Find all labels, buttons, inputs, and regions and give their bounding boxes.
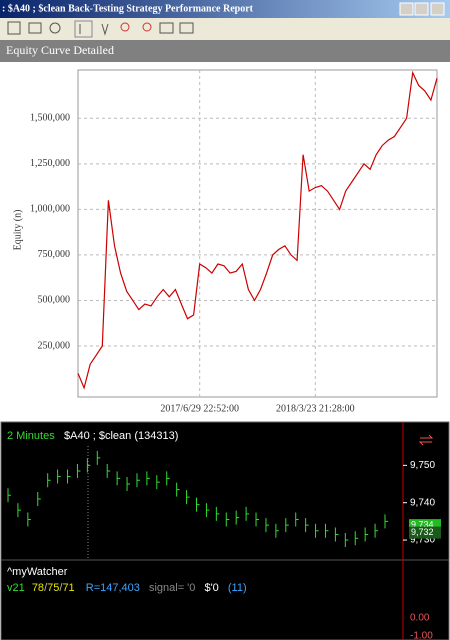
price-bar — [136, 473, 140, 488]
toolbar-icons[interactable] — [7, 20, 194, 38]
price-bar — [146, 471, 150, 486]
price-bar — [86, 458, 91, 473]
watcher-values: v21 78/75/71 R=147,403 signal= '0 $'0 (1… — [7, 582, 247, 594]
watcher-signal: signal= '0 — [149, 582, 195, 594]
price-bar — [27, 512, 31, 527]
y-axis-label: Equity (n) — [12, 210, 23, 251]
price-bar — [245, 506, 250, 521]
y-tick-label: 9,750 — [410, 460, 435, 471]
panel-header — [0, 40, 450, 62]
watcher-part: 71 — [62, 582, 74, 594]
price-chart-title: 2 Minutes — [7, 430, 55, 442]
watcher-dollar: $'0 — [204, 582, 218, 594]
price-bar — [295, 512, 299, 527]
price-marker-label: 9,734 — [411, 519, 434, 529]
sync-icon[interactable] — [418, 434, 434, 446]
price-bar — [96, 450, 101, 465]
price-bar — [315, 523, 319, 538]
watcher-axis-label: -1.00 — [410, 631, 433, 640]
plot-area — [77, 69, 438, 398]
price-bar — [156, 475, 160, 490]
price-bar — [344, 533, 349, 548]
y-tick-label: 1,000,000 — [30, 204, 70, 215]
watcher-part: v21 — [7, 582, 25, 594]
price-bar — [17, 503, 21, 518]
watcher-axis-label: 0.00 — [410, 613, 430, 624]
price-marker-label: 9,732 — [411, 527, 434, 537]
y-tick-label: 250,000 — [38, 340, 71, 351]
y-tick-label: 9,730 — [410, 535, 435, 546]
price-bar — [305, 518, 309, 533]
y-tick-label: 1,500,000 — [30, 113, 70, 124]
price-bar — [47, 473, 51, 488]
y-tick-label: 750,000 — [38, 249, 71, 260]
price-marker — [409, 526, 441, 539]
price-bar — [285, 518, 289, 533]
price-bar — [57, 469, 61, 484]
price-bar — [67, 469, 71, 484]
toolbar — [0, 18, 450, 40]
y-tick-label: 500,000 — [38, 295, 71, 306]
price-bar — [364, 527, 369, 542]
price-bar — [324, 523, 329, 538]
price-bar — [384, 514, 388, 529]
x-tick-label: 2018/3/23 21:28:00 — [276, 403, 355, 414]
price-bar — [275, 523, 279, 538]
price-bar — [76, 463, 81, 478]
price-bar — [196, 497, 200, 512]
price-bar — [255, 512, 260, 527]
y-tick-label: 1,250,000 — [30, 158, 70, 169]
watcher-part: 75 — [47, 582, 59, 594]
price-chart-subtitle: $A40 ; $clean (134313) — [64, 430, 178, 442]
price-bar — [225, 512, 230, 527]
price-bar — [166, 471, 170, 486]
equity-line — [77, 70, 438, 390]
window-title: : $A40 ; $clean Back-Testing Strategy Pe… — [2, 3, 254, 14]
price-bar — [106, 463, 111, 478]
x-tick-label: 2017/6/29 22:52:00 — [160, 403, 239, 414]
price-bar — [116, 471, 121, 486]
price-bar — [37, 491, 41, 506]
watcher-r: R=147,403 — [86, 582, 140, 594]
title-bar — [0, 0, 450, 18]
price-bar — [215, 506, 220, 521]
price-bar — [126, 477, 131, 492]
price-bar — [265, 518, 269, 533]
price-bar — [374, 523, 379, 538]
watcher-count: (11) — [228, 582, 247, 594]
price-bar — [354, 531, 359, 546]
price-bar — [176, 482, 180, 497]
watcher-name: ^myWatcher — [7, 566, 68, 578]
panel-title: Equity Curve Detailed — [6, 43, 114, 57]
window-controls[interactable] — [399, 2, 445, 16]
watcher-part: / — [59, 582, 63, 594]
y-tick-label: 9,740 — [410, 497, 435, 508]
price-bar — [334, 527, 339, 542]
watcher-part: 78 — [32, 582, 44, 594]
price-bar — [186, 490, 190, 505]
price-bar — [205, 503, 210, 518]
price-bar — [7, 488, 11, 503]
price-bar — [235, 510, 240, 525]
price-panel — [0, 421, 450, 640]
watcher-part: / — [44, 582, 48, 594]
